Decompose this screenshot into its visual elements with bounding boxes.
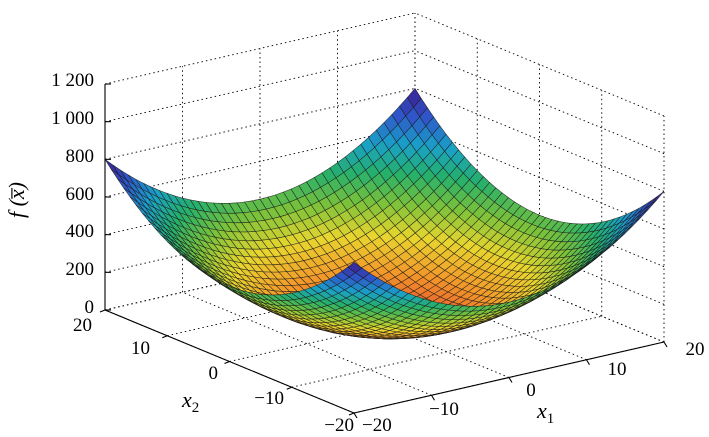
- z-axis-label: f (x̅): [4, 182, 29, 218]
- z-tick-1200: 1 200: [51, 70, 94, 91]
- x1-tick-mark: [586, 359, 590, 366]
- x1-tick-10: 10: [608, 359, 627, 380]
- x1-tick-mark: [431, 394, 435, 401]
- surface-mesh: [104, 87, 665, 340]
- x2-tick-minus10: −10: [254, 388, 284, 409]
- z-tick-1000: 1 000: [51, 108, 94, 129]
- z-tick-600: 600: [66, 184, 95, 205]
- x1-tick-labels: −20 −10 0 10 20: [362, 339, 705, 436]
- x1-tick-0: 0: [526, 380, 536, 401]
- x1-tick-20: 20: [686, 339, 705, 360]
- x2-tick-mark: [162, 335, 168, 339]
- x2-axis-label: x2: [181, 387, 199, 416]
- grid-line: [414, 50, 665, 155]
- x2-tick-mark: [286, 386, 292, 390]
- axes-frame: [99, 83, 668, 419]
- surface-cell: [643, 195, 659, 210]
- x1-tick-mark: [353, 412, 358, 419]
- x2-tick-10: 10: [131, 338, 150, 359]
- x1-tick-minus10: −10: [429, 399, 459, 420]
- x2-tick-labels: 20 10 0 −10 −20: [73, 315, 354, 436]
- x1-axis-label: x1: [536, 398, 554, 427]
- x2-tick-minus20: −20: [324, 415, 354, 436]
- x2-tick-mark: [99, 309, 106, 313]
- surface-cell: [104, 159, 120, 176]
- z-tick-800: 800: [66, 146, 95, 167]
- x2-tick-mark: [224, 360, 230, 365]
- z-tick-labels: 0 200 400 600 800 1 000 1 200: [51, 70, 94, 318]
- z-tick-200: 200: [66, 259, 95, 280]
- x1-tick-mark: [663, 341, 668, 348]
- x1-tick-mark: [508, 377, 513, 383]
- x2-tick-20: 20: [73, 315, 92, 336]
- x1-tick-minus20: −20: [362, 415, 392, 436]
- surface-cell: [649, 191, 665, 206]
- x2-tick-0: 0: [209, 363, 219, 384]
- z-tick-400: 400: [66, 221, 95, 242]
- z-tick-0: 0: [85, 297, 95, 318]
- x2-tick-mark: [348, 412, 355, 416]
- surface-cell: [347, 261, 363, 274]
